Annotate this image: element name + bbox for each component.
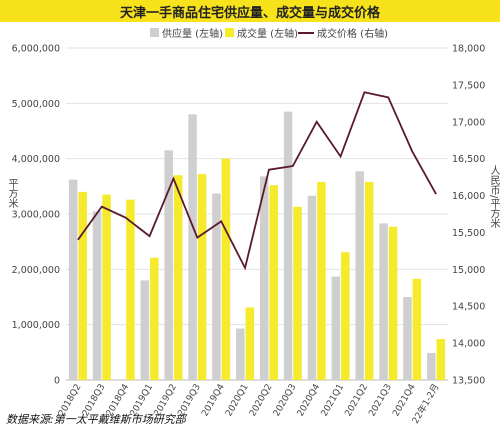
deal-bar — [341, 252, 350, 380]
data-source-note: 数据来源:第一太平戴维斯市场研究部 — [6, 413, 186, 426]
x-tick-label: 2020Q4 — [296, 382, 323, 418]
x-tick-label: 2020Q2 — [248, 383, 275, 419]
deal-bar — [269, 185, 278, 380]
deal-bar — [388, 226, 398, 380]
deal-bar — [221, 158, 231, 380]
supply-bar — [427, 352, 436, 380]
y-right-tick-label: 16,500 — [452, 154, 485, 165]
y-right-tick-label: 15,500 — [452, 228, 485, 239]
legend-swatch — [150, 28, 159, 37]
y-right-tick-label: 13,500 — [452, 376, 485, 387]
deal-bar — [317, 181, 326, 380]
title-bar — [0, 0, 500, 22]
y-left-tick-label: 1,000,000 — [12, 320, 60, 331]
legend-label: 供应量 (左轴) — [162, 27, 223, 40]
y-left-tick-label: 2,000,000 — [12, 265, 60, 276]
y-right-tick-label: 17,500 — [452, 80, 485, 91]
deal-bar — [102, 194, 111, 380]
x-tick-label: 2021Q1 — [320, 383, 347, 419]
supply-bar — [379, 223, 388, 380]
deal-bar — [436, 339, 446, 380]
price-line — [77, 91, 437, 271]
y-right-tick-label: 15,000 — [452, 265, 485, 276]
supply-bar — [164, 150, 173, 380]
x-tick-label: 2021Q2 — [344, 383, 371, 419]
supply-bar — [259, 176, 269, 380]
supply-bar — [140, 280, 150, 380]
legend-label: 成交价格 (右轴) — [317, 27, 388, 40]
x-tick-label: 2020Q1 — [224, 383, 251, 419]
deal-bar — [173, 175, 183, 380]
y-left-tick-label: 4,000,000 — [12, 154, 60, 165]
deal-bar — [412, 278, 422, 380]
deal-bar — [150, 257, 159, 380]
supply-bar — [403, 297, 412, 380]
y-right-tick-label: 17,000 — [452, 117, 485, 128]
supply-bar — [307, 195, 317, 380]
deal-bar — [126, 199, 135, 380]
y-left-axis-title: 平方米 — [6, 178, 17, 208]
supply-bar — [331, 276, 341, 380]
y-right-tick-label: 14,500 — [452, 302, 485, 313]
supply-bar — [68, 179, 78, 380]
supply-bar — [283, 111, 293, 380]
supply-bar — [236, 328, 245, 380]
supply-bar — [92, 211, 102, 380]
x-tick-label: 2021Q4 — [391, 382, 418, 418]
supply-bar — [355, 171, 364, 380]
legend-label: 成交量 (左轴) — [237, 27, 298, 40]
deal-bar — [197, 174, 207, 380]
y-right-axis-title: 人民币/平方米 — [488, 165, 499, 229]
chart-title: 天津一手商品住宅供应量、成交量与成交价格 — [119, 6, 380, 21]
deal-bar — [293, 206, 302, 380]
deal-bar — [245, 307, 255, 380]
y-left-tick-label: 3,000,000 — [12, 210, 60, 221]
supply-bar — [212, 193, 221, 380]
y-right-tick-label: 14,000 — [452, 339, 485, 350]
supply-bar — [188, 114, 197, 381]
y-left-tick-label: 5,000,000 — [12, 99, 60, 110]
y-right-tick-label: 18,000 — [452, 44, 485, 55]
y-left-tick-label: 0 — [54, 376, 60, 387]
deal-bar — [78, 191, 87, 380]
x-tick-label: 2019Q4 — [200, 382, 227, 418]
x-tick-label: 2021Q3 — [367, 383, 394, 419]
y-left-tick-label: 6,000,000 — [12, 44, 60, 55]
x-tick-label: 2020Q3 — [272, 383, 299, 419]
deal-bar — [364, 181, 374, 380]
y-right-tick-label: 16,000 — [452, 191, 485, 202]
legend-swatch — [225, 28, 234, 37]
